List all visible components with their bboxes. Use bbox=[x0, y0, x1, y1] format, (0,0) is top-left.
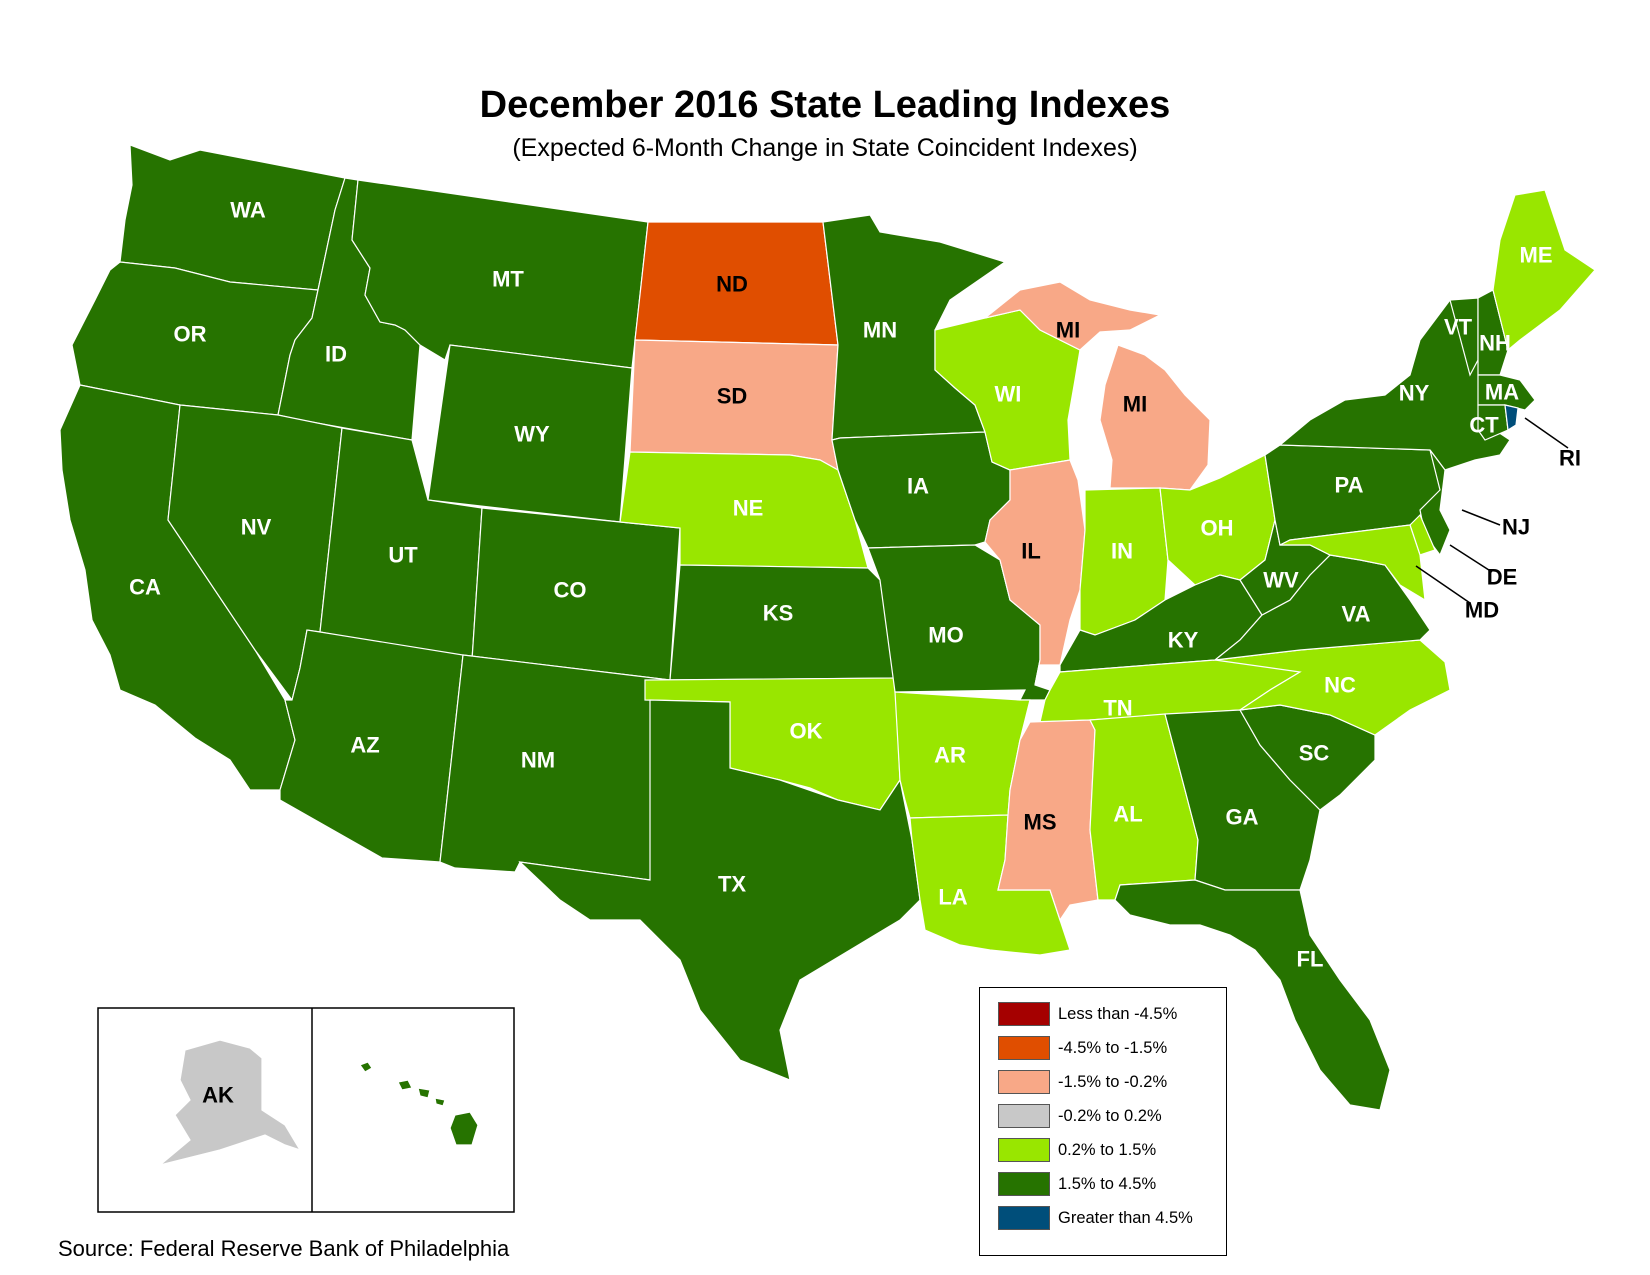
state-label-ms: MS bbox=[1024, 810, 1057, 835]
state-label-ky: KY bbox=[1168, 628, 1199, 653]
state-mi-up bbox=[984, 281, 1162, 351]
legend-swatch bbox=[998, 1104, 1050, 1128]
legend-item: Greater than 4.5% bbox=[998, 1206, 1193, 1230]
legend-item: 1.5% to 4.5% bbox=[998, 1172, 1156, 1196]
state-label-ak: AK bbox=[202, 1083, 234, 1108]
state-label-nc: NC bbox=[1324, 673, 1356, 698]
state-md bbox=[1279, 524, 1426, 602]
state-label-mn: MN bbox=[863, 318, 897, 343]
state-nj bbox=[1419, 449, 1451, 557]
state-label-tx: TX bbox=[718, 872, 746, 897]
legend-swatch bbox=[998, 1138, 1050, 1162]
state-label-mt: MT bbox=[492, 267, 524, 292]
state-label-in: IN bbox=[1111, 539, 1133, 564]
state-label-nd: ND bbox=[716, 272, 748, 297]
state-label-fl: FL bbox=[1297, 947, 1324, 972]
state-label-al: AL bbox=[1113, 802, 1142, 827]
state-label-md: MD bbox=[1465, 598, 1499, 623]
state-me bbox=[1492, 189, 1596, 352]
legend-item: Less than -4.5% bbox=[998, 1002, 1177, 1026]
state-label-hi: HI bbox=[399, 1118, 421, 1143]
state-label-vt: VT bbox=[1444, 315, 1473, 340]
state-label-tn: TN bbox=[1103, 696, 1132, 721]
map-title: December 2016 State Leading Indexes bbox=[479, 84, 1171, 126]
legend-label: Greater than 4.5% bbox=[1058, 1208, 1193, 1227]
legend-label: -4.5% to -1.5% bbox=[1058, 1038, 1168, 1057]
state-label-mi-up: MI bbox=[1056, 318, 1080, 343]
state-il bbox=[984, 459, 1086, 686]
state-label-id: ID bbox=[325, 342, 347, 367]
state-ne bbox=[619, 451, 869, 569]
state-mi bbox=[1099, 344, 1211, 491]
state-label-la: LA bbox=[938, 885, 967, 910]
state-hi bbox=[359, 1061, 479, 1146]
state-ak bbox=[159, 1039, 302, 1166]
legend-item: -4.5% to -1.5% bbox=[998, 1036, 1167, 1060]
legend-swatch bbox=[998, 1036, 1050, 1060]
state-label-mo: MO bbox=[928, 623, 963, 648]
source-note: Source: Federal Reserve Bank of Philadel… bbox=[58, 1236, 510, 1261]
state-label-de: DE bbox=[1487, 565, 1518, 590]
state-label-nj: NJ bbox=[1502, 515, 1530, 540]
state-label-or: OR bbox=[174, 322, 207, 347]
callout-line-nj bbox=[1461, 509, 1501, 526]
state-label-wa: WA bbox=[230, 198, 266, 223]
state-label-co: CO bbox=[554, 578, 587, 603]
state-label-ks: KS bbox=[763, 601, 794, 626]
callout-line-md bbox=[1415, 565, 1471, 604]
state-label-nh: NH bbox=[1479, 331, 1511, 356]
state-tx bbox=[518, 699, 921, 1081]
state-label-wv: WV bbox=[1263, 568, 1299, 593]
state-ct bbox=[1477, 404, 1509, 441]
state-label-il: IL bbox=[1021, 539, 1041, 564]
state-label-ut: UT bbox=[388, 543, 418, 568]
state-label-ct: CT bbox=[1469, 413, 1499, 438]
state-label-ny: NY bbox=[1399, 381, 1430, 406]
state-label-wi: WI bbox=[995, 382, 1022, 407]
state-label-nm: NM bbox=[521, 748, 555, 773]
legend-swatch bbox=[998, 1070, 1050, 1094]
legend-swatch bbox=[998, 1206, 1050, 1230]
state-label-ca: CA bbox=[129, 575, 161, 600]
legend-swatch bbox=[998, 1172, 1050, 1196]
state-label-ok: OK bbox=[790, 719, 823, 744]
state-label-sc: SC bbox=[1299, 741, 1330, 766]
state-label-nv: NV bbox=[241, 515, 272, 540]
state-ri bbox=[1504, 404, 1519, 432]
legend-item: 0.2% to 1.5% bbox=[998, 1138, 1156, 1162]
state-label-ne: NE bbox=[733, 496, 764, 521]
state-label-mi: MI bbox=[1123, 392, 1147, 417]
state-label-wy: WY bbox=[514, 422, 550, 447]
state-label-ar: AR bbox=[934, 743, 966, 768]
state-label-va: VA bbox=[1342, 602, 1371, 627]
state-label-ga: GA bbox=[1226, 805, 1259, 830]
map-subtitle: (Expected 6-Month Change in State Coinci… bbox=[512, 134, 1138, 162]
callout-line-ri bbox=[1524, 417, 1569, 449]
state-label-ri: RI bbox=[1559, 446, 1581, 471]
state-label-sd: SD bbox=[717, 384, 748, 409]
state-fl bbox=[1114, 879, 1391, 1111]
callout-line-de bbox=[1449, 544, 1493, 573]
legend-label: 0.2% to 1.5% bbox=[1058, 1140, 1157, 1159]
state-label-ia: IA bbox=[907, 474, 929, 499]
legend-label: Less than -4.5% bbox=[1058, 1004, 1178, 1023]
state-label-oh: OH bbox=[1201, 516, 1234, 541]
state-label-me: ME bbox=[1520, 243, 1553, 268]
state-label-pa: PA bbox=[1335, 473, 1364, 498]
legend-label: -1.5% to -0.2% bbox=[1058, 1072, 1168, 1091]
legend-label: 1.5% to 4.5% bbox=[1058, 1174, 1157, 1193]
legend-swatch bbox=[998, 1002, 1050, 1026]
state-label-az: AZ bbox=[350, 733, 379, 758]
legend-label: -0.2% to 0.2% bbox=[1058, 1106, 1162, 1125]
legend-item: -0.2% to 0.2% bbox=[998, 1104, 1162, 1128]
legend: Less than -4.5% -4.5% to -1.5% -1.5% to -0… bbox=[979, 987, 1227, 1256]
state-label-ma: MA bbox=[1485, 380, 1519, 405]
legend-item: -1.5% to -0.2% bbox=[998, 1070, 1167, 1094]
inset-frame bbox=[97, 1007, 515, 1213]
